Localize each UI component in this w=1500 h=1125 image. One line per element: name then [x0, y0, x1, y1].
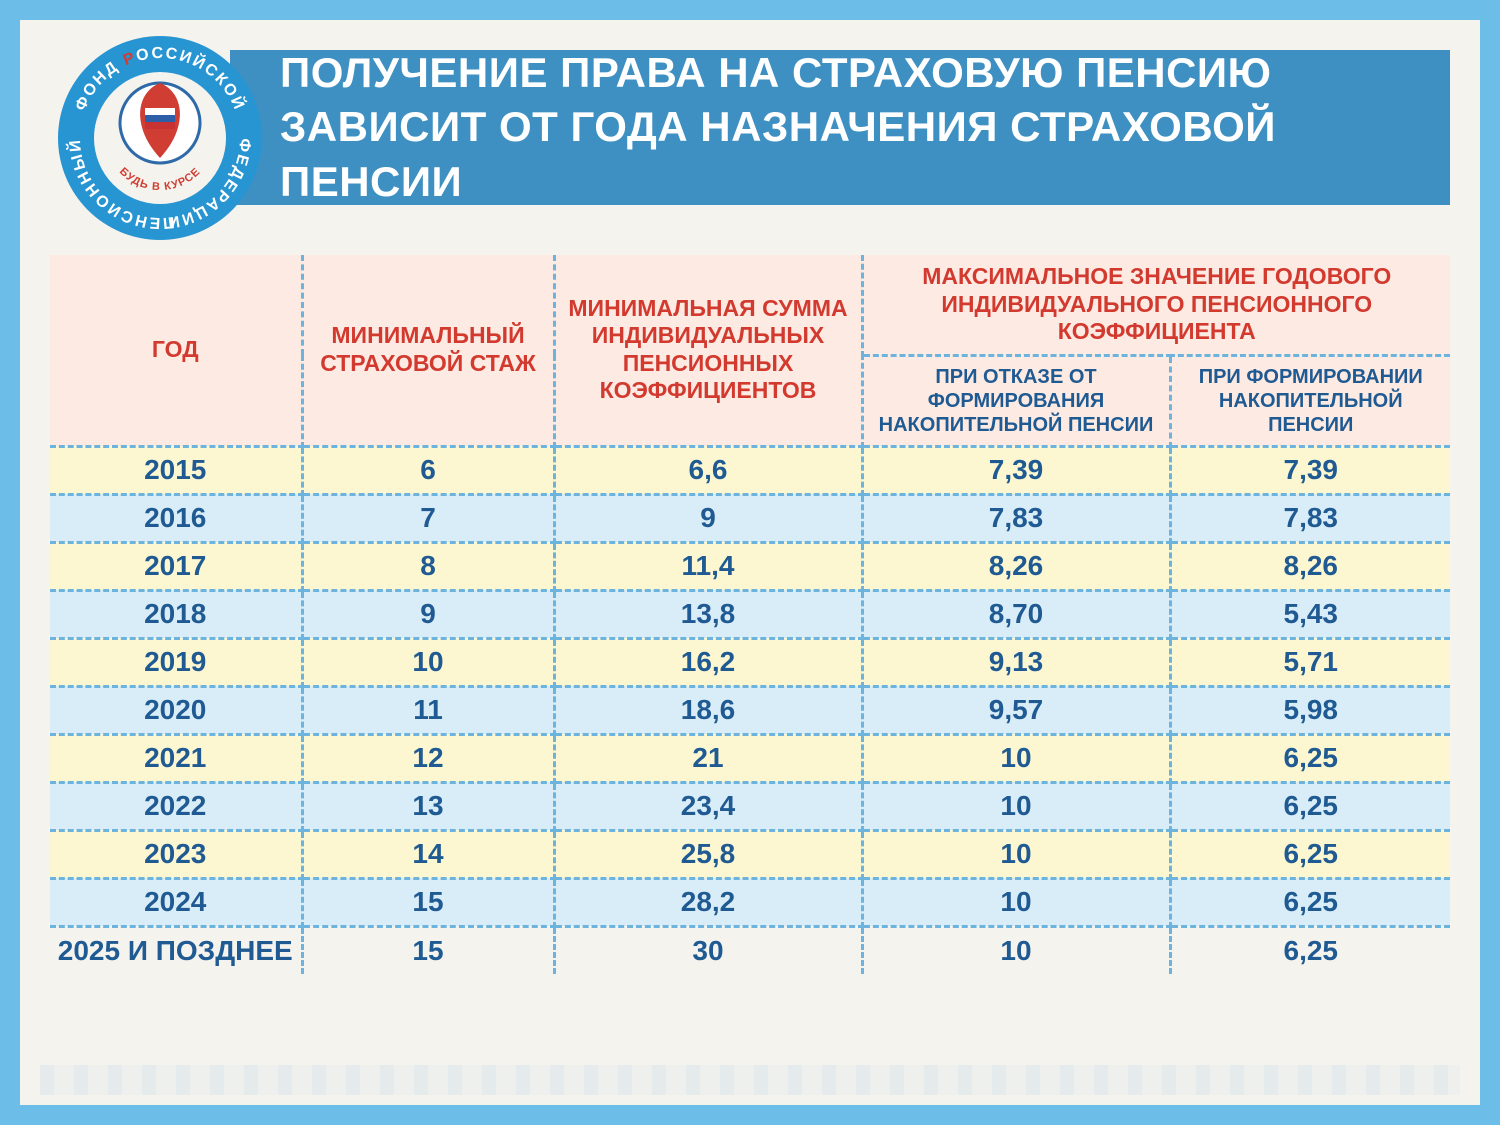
- cell-sum: 9: [554, 494, 862, 542]
- main-panel: ФОНД РОССИЙСКОЙ ФЕДЕРАЦИИ ПЕНСИОННЫЙ БУД…: [20, 20, 1480, 1105]
- table-row: 2018913,88,705,43: [50, 590, 1450, 638]
- cell-refuse: 10: [862, 734, 1170, 782]
- table-row: 20201118,69,575,98: [50, 686, 1450, 734]
- table-row: 2017811,48,268,26: [50, 542, 1450, 590]
- cell-sum: 16,2: [554, 638, 862, 686]
- cell-sum: 28,2: [554, 878, 862, 926]
- cell-refuse: 10: [862, 926, 1170, 974]
- title-line-2: ЗАВИСИТ ОТ ГОДА НАЗНАЧЕНИЯ СТРАХОВОЙ ПЕН…: [280, 100, 1450, 209]
- col-min-sum: МИНИМАЛЬНАЯ СУММА ИНДИВИДУАЛЬНЫХ ПЕНСИОН…: [554, 255, 862, 446]
- cell-stage: 10: [302, 638, 554, 686]
- cell-year: 2022: [50, 782, 302, 830]
- title-line-1: ПОЛУЧЕНИЕ ПРАВА НА СТРАХОВУЮ ПЕНСИЮ: [280, 46, 1450, 101]
- cell-refuse: 8,26: [862, 542, 1170, 590]
- cell-sum: 11,4: [554, 542, 862, 590]
- cell-year: 2016: [50, 494, 302, 542]
- cell-sum: 13,8: [554, 590, 862, 638]
- cell-refuse: 10: [862, 878, 1170, 926]
- cell-refuse: 9,13: [862, 638, 1170, 686]
- cell-sum: 23,4: [554, 782, 862, 830]
- cell-sum: 6,6: [554, 446, 862, 494]
- cell-refuse: 7,83: [862, 494, 1170, 542]
- cell-year: 2020: [50, 686, 302, 734]
- cell-form: 7,39: [1170, 446, 1450, 494]
- cell-refuse: 10: [862, 830, 1170, 878]
- cell-form: 7,83: [1170, 494, 1450, 542]
- cell-form: 5,71: [1170, 638, 1450, 686]
- cell-year: 2023: [50, 830, 302, 878]
- table-row: 20211221106,25: [50, 734, 1450, 782]
- cell-stage: 15: [302, 926, 554, 974]
- pfr-logo: ФОНД РОССИЙСКОЙ ФЕДЕРАЦИИ ПЕНСИОННЫЙ БУД…: [50, 28, 270, 248]
- cell-stage: 8: [302, 542, 554, 590]
- cell-form: 6,25: [1170, 734, 1450, 782]
- title-bar: ПОЛУЧЕНИЕ ПРАВА НА СТРАХОВУЮ ПЕНСИЮ ЗАВИ…: [230, 50, 1450, 205]
- col-max-refuse: ПРИ ОТКАЗЕ ОТ ФОРМИРОВАНИЯ НАКОПИТЕЛЬНОЙ…: [862, 355, 1170, 446]
- cell-form: 6,25: [1170, 782, 1450, 830]
- cell-sum: 18,6: [554, 686, 862, 734]
- col-min-stage: МИНИМАЛЬНЫЙ СТРАХОВОЙ СТАЖ: [302, 255, 554, 446]
- cell-stage: 11: [302, 686, 554, 734]
- table-row: 20231425,8106,25: [50, 830, 1450, 878]
- cell-sum: 30: [554, 926, 862, 974]
- col-year: ГОД: [50, 255, 302, 446]
- cell-form: 5,98: [1170, 686, 1450, 734]
- cell-year: 2025 И ПОЗДНЕЕ: [50, 926, 302, 974]
- cell-stage: 12: [302, 734, 554, 782]
- cell-sum: 25,8: [554, 830, 862, 878]
- cell-stage: 13: [302, 782, 554, 830]
- cell-refuse: 8,70: [862, 590, 1170, 638]
- pension-table: ГОД МИНИМАЛЬНЫЙ СТРАХОВОЙ СТАЖ МИНИМАЛЬН…: [50, 255, 1450, 974]
- cell-year: 2018: [50, 590, 302, 638]
- cell-stage: 7: [302, 494, 554, 542]
- table-row: 20191016,29,135,71: [50, 638, 1450, 686]
- table-row: 20241528,2106,25: [50, 878, 1450, 926]
- col-max-form: ПРИ ФОРМИРОВАНИИ НАКОПИТЕЛЬНОЙ ПЕНСИИ: [1170, 355, 1450, 446]
- cell-form: 8,26: [1170, 542, 1450, 590]
- cell-refuse: 7,39: [862, 446, 1170, 494]
- table-row: 2025 И ПОЗДНЕЕ1530106,25: [50, 926, 1450, 974]
- table-row: 2016797,837,83: [50, 494, 1450, 542]
- cell-stage: 15: [302, 878, 554, 926]
- col-max-group: МАКСИМАЛЬНОЕ ЗНАЧЕНИЕ ГОДОВОГО ИНДИВИДУА…: [862, 255, 1450, 355]
- table-row: 201566,67,397,39: [50, 446, 1450, 494]
- cell-stage: 6: [302, 446, 554, 494]
- cell-refuse: 10: [862, 782, 1170, 830]
- cell-form: 6,25: [1170, 878, 1450, 926]
- cell-form: 6,25: [1170, 926, 1450, 974]
- cell-sum: 21: [554, 734, 862, 782]
- cell-form: 6,25: [1170, 830, 1450, 878]
- cell-year: 2021: [50, 734, 302, 782]
- table-row: 20221323,4106,25: [50, 782, 1450, 830]
- cell-refuse: 9,57: [862, 686, 1170, 734]
- cell-form: 5,43: [1170, 590, 1450, 638]
- cell-stage: 14: [302, 830, 554, 878]
- cell-year: 2015: [50, 446, 302, 494]
- cell-year: 2019: [50, 638, 302, 686]
- cell-year: 2024: [50, 878, 302, 926]
- skyline-decoration: [40, 1065, 1460, 1095]
- cell-stage: 9: [302, 590, 554, 638]
- cell-year: 2017: [50, 542, 302, 590]
